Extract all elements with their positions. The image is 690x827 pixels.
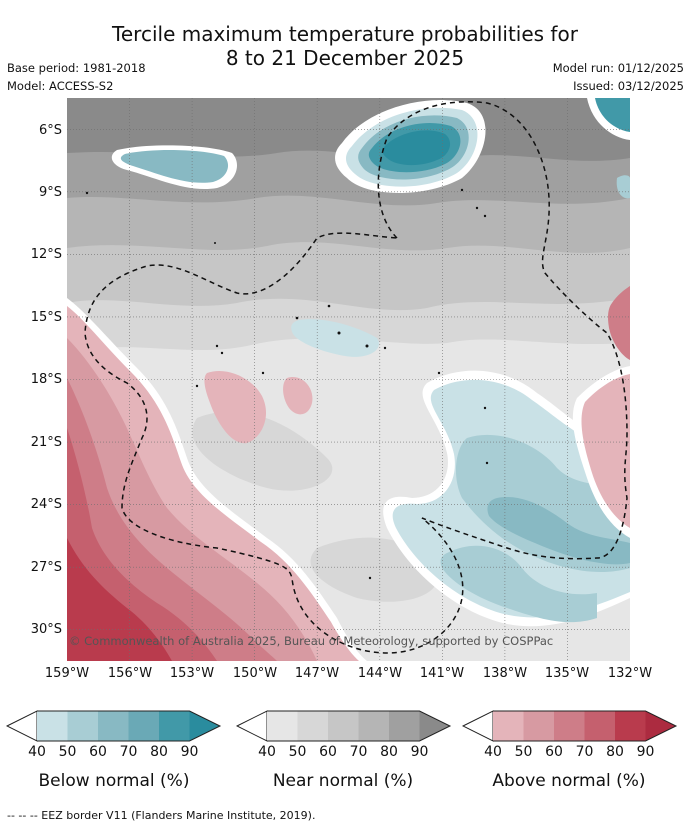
near-normal-bin xyxy=(267,711,298,741)
near-normal-colorbar xyxy=(236,710,452,742)
lon-label: 141°W xyxy=(419,666,465,681)
map-title: Tercile maximum temperature probabilitie… xyxy=(0,22,690,70)
near-normal-bin xyxy=(328,711,359,741)
tick-label: 40 xyxy=(258,744,276,760)
near-normal-bin xyxy=(358,711,389,741)
above-normal-40-center xyxy=(204,370,267,444)
tick-label: 40 xyxy=(28,744,46,760)
lat-label: 12°S xyxy=(30,247,62,262)
tick-label: 40 xyxy=(484,744,502,760)
below-normal-90-north xyxy=(382,130,451,166)
lon-label: 153°W xyxy=(169,666,215,681)
below-normal-bin xyxy=(98,711,129,741)
eez-footnote: -- -- -- EEZ border V11 (Flanders Marine… xyxy=(7,809,316,822)
meta-right: Model run: 01/12/2025 Issued: 03/12/2025 xyxy=(553,59,684,95)
lat-label: 21°S xyxy=(30,435,62,450)
below-normal-50-east-edge xyxy=(616,175,630,199)
above-normal-80-west xyxy=(67,538,172,661)
lat-label: 18°S xyxy=(30,372,62,387)
above-normal-title: Above normal (%) xyxy=(492,771,646,791)
near-normal-title: Near normal (%) xyxy=(272,771,414,791)
near-normal-bin xyxy=(389,711,420,741)
below-normal-bin xyxy=(128,711,159,741)
above-normal-colorbar xyxy=(462,710,678,742)
tick-label: 50 xyxy=(288,744,307,760)
lat-label: 27°S xyxy=(30,560,62,575)
tick-label: 90 xyxy=(180,744,199,760)
above-normal-60-east xyxy=(608,286,630,360)
tick-label: 60 xyxy=(319,744,337,760)
lon-label: 156°W xyxy=(107,666,153,681)
tick-label: 60 xyxy=(545,744,563,760)
model-run: Model run: 01/12/2025 xyxy=(552,61,684,75)
tick-label: 80 xyxy=(606,744,624,760)
near-normal-90-region xyxy=(67,98,630,161)
below-normal-bin xyxy=(67,711,98,741)
above-normal-bin xyxy=(584,711,615,741)
tick-label: 90 xyxy=(636,744,655,760)
lon-label: 132°W xyxy=(607,666,653,681)
eez-border xyxy=(84,101,628,654)
below-normal-50-se-south xyxy=(440,545,597,623)
copyright-notice: © Commonwealth of Australia 2025, Bureau… xyxy=(69,634,554,648)
above-normal-bin xyxy=(493,711,524,741)
lat-label: 30°S xyxy=(30,622,62,637)
above-normal-bin xyxy=(554,711,585,741)
lon-label: 135°W xyxy=(544,666,590,681)
above-normal-bin xyxy=(523,711,554,741)
map-canvas xyxy=(67,98,630,661)
below-normal-bin xyxy=(159,711,190,741)
lon-label: 150°W xyxy=(232,666,278,681)
below-normal-60-se xyxy=(487,497,630,565)
above-normal-upper-arrow xyxy=(645,711,676,741)
below-normal-bin xyxy=(37,711,68,741)
below-normal-title: Below normal (%) xyxy=(38,771,190,791)
tick-label: 50 xyxy=(58,744,77,760)
tick-label: 90 xyxy=(410,744,429,760)
title-line-1: Tercile maximum temperature probabilitie… xyxy=(112,22,578,46)
below-normal-colorbar xyxy=(6,710,222,742)
tick-label: 70 xyxy=(349,744,368,760)
tick-label: 50 xyxy=(514,744,533,760)
above-normal-40-center-2 xyxy=(283,377,313,415)
below-normal-70-ne xyxy=(595,98,630,132)
issued-date: Issued: 03/12/2025 xyxy=(573,79,684,93)
above-normal-bin xyxy=(615,711,646,741)
near-normal-lower-arrow xyxy=(236,710,268,742)
tick-label: 80 xyxy=(150,744,168,760)
above-normal-40-east xyxy=(581,374,630,528)
tick-label: 60 xyxy=(89,744,107,760)
graticule xyxy=(67,98,630,661)
base-period: Base period: 1981-2018 xyxy=(7,61,146,75)
tick-label: 70 xyxy=(575,744,594,760)
probability-map xyxy=(67,98,630,661)
islands xyxy=(85,188,489,580)
near-normal-upper-arrow xyxy=(419,711,450,741)
title-line-2: 8 to 21 December 2025 xyxy=(225,46,465,70)
tick-label: 70 xyxy=(119,744,138,760)
tick-label: 80 xyxy=(380,744,398,760)
lon-label: 147°W xyxy=(294,666,340,681)
lon-label: 144°W xyxy=(357,666,403,681)
meta-left: Base period: 1981-2018 Model: ACCESS-S2 xyxy=(7,59,146,95)
below-normal-upper-arrow xyxy=(189,711,220,741)
below-normal-lower-arrow xyxy=(6,710,38,742)
below-normal-40-center xyxy=(291,319,379,357)
lat-label: 6°S xyxy=(38,123,62,138)
near-normal-bin xyxy=(297,711,328,741)
lon-label: 138°W xyxy=(482,666,528,681)
above-normal-lower-arrow xyxy=(462,710,494,742)
lat-label: 9°S xyxy=(38,185,62,200)
lon-label: 159°W xyxy=(44,666,90,681)
below-normal-60-nw xyxy=(120,150,229,183)
lat-label: 24°S xyxy=(30,497,62,512)
lat-label: 15°S xyxy=(30,310,62,325)
model-name: Model: ACCESS-S2 xyxy=(7,79,114,93)
